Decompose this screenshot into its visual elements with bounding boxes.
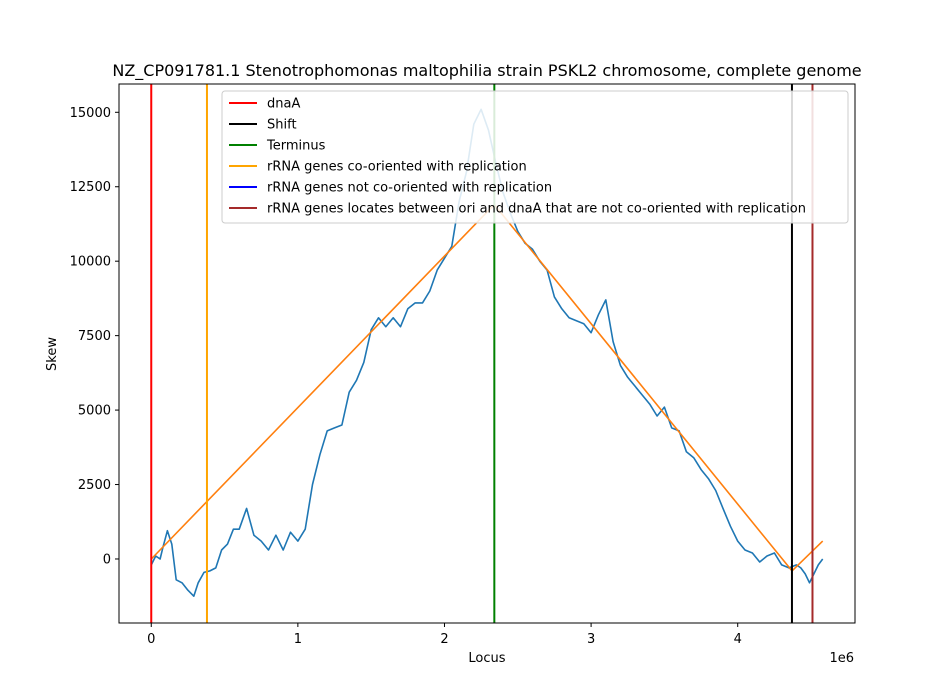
y-tick-label-0: 0 bbox=[103, 552, 111, 567]
x-tick-label-3: 3 bbox=[587, 632, 595, 647]
y-tick-label-3: 7500 bbox=[78, 329, 111, 344]
series-line-1 bbox=[150, 203, 824, 572]
legend: dnaA Shift Terminus rRNA genes co-oriented … bbox=[221, 90, 849, 224]
legend-label-1: Shift bbox=[267, 118, 297, 133]
legend-label-0: dnaA bbox=[267, 97, 300, 112]
legend-label-4: rRNA genes not co-oriented with replicat… bbox=[267, 181, 552, 196]
legend-box bbox=[221, 90, 849, 224]
x-tick-label-0: 0 bbox=[147, 632, 155, 647]
y-tick-label-5: 12500 bbox=[70, 180, 111, 195]
plot-area: 0 1 2 3 4 0 2500 5000 7500 10000 12500 15000 dnaA Shi… bbox=[70, 83, 856, 647]
y-tick-label-4: 10000 bbox=[70, 255, 111, 270]
x-tick-label-4: 4 bbox=[734, 632, 742, 647]
legend-label-2: Terminus bbox=[266, 139, 326, 154]
axes-frame bbox=[118, 83, 856, 624]
x-tick-label-1: 1 bbox=[294, 632, 302, 647]
chart-title: NZ_CP091781.1 Stenotrophomonas maltophil… bbox=[112, 61, 861, 81]
x-tick-label-2: 2 bbox=[440, 632, 448, 647]
y-tick-label-2: 5000 bbox=[78, 404, 111, 419]
y-tick-label-6: 15000 bbox=[70, 106, 111, 121]
x-axis-label: Locus bbox=[468, 651, 505, 666]
legend-label-3: rRNA genes co-oriented with replication bbox=[267, 160, 527, 175]
y-tick-label-1: 2500 bbox=[78, 478, 111, 493]
y-axis-label: Skew bbox=[45, 337, 60, 371]
x-axis-offset-label: 1e6 bbox=[829, 651, 854, 666]
legend-label-5: rRNA genes locates between ori and dnaA … bbox=[267, 202, 806, 217]
